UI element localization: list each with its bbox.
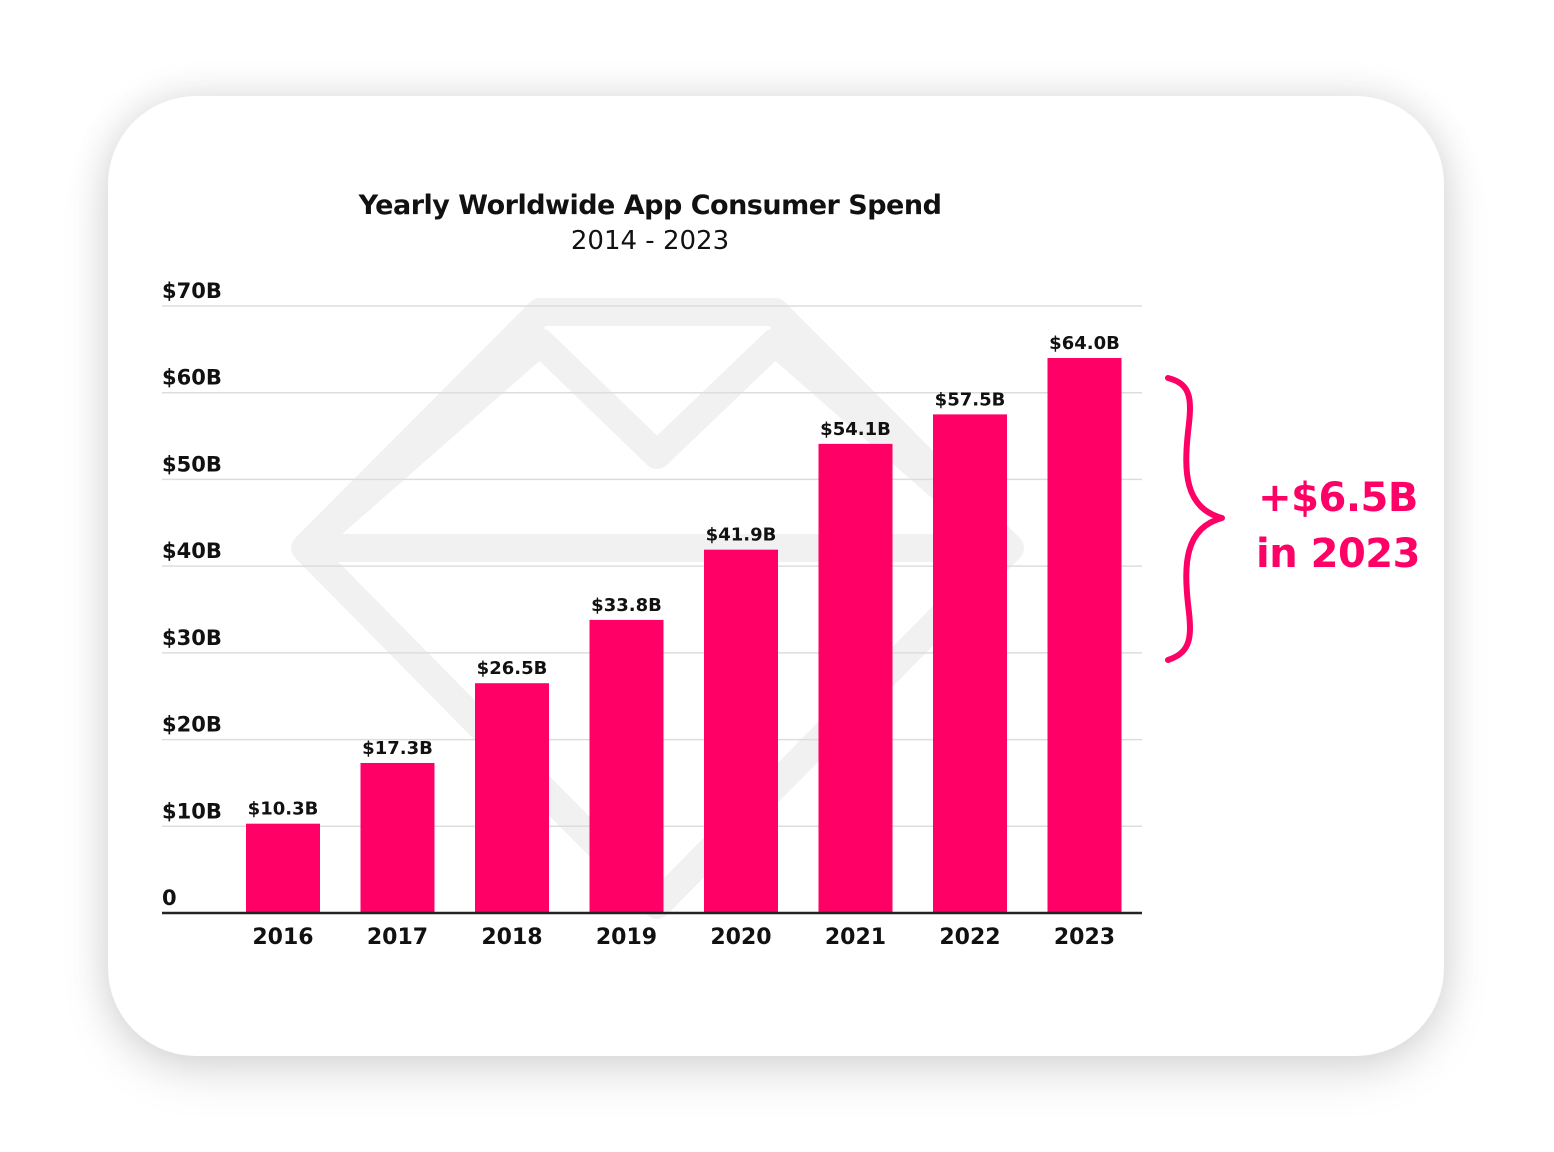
data-label-2017: $17.3B [362,738,433,759]
bar-2016 [246,823,320,913]
y-tick-label: $60B [162,366,222,390]
x-tick-label: 2023 [1054,925,1115,950]
x-tick-label: 2016 [252,925,313,950]
y-tick-label: $50B [162,452,222,476]
growth-callout-amount: +$6.5B [1258,475,1418,521]
growth-callout-year: in 2023 [1256,531,1420,577]
data-label-2021: $54.1B [820,419,891,440]
x-tick-label: 2021 [825,925,886,950]
bar-2022 [933,414,1007,913]
y-tick-label: 0 [162,886,177,910]
data-label-2022: $57.5B [935,389,1006,410]
x-tick-label: 2020 [710,925,771,950]
data-labels: $10.3B $17.3B $26.5B $33.8B $41.9B $54.1B $57.… [248,333,1120,820]
y-tick-label: $20B [162,713,222,737]
chart-title: Yearly Worldwide App Consumer Spend [358,190,942,221]
bar-2018 [475,683,549,913]
data-label-2023: $64.0B [1049,333,1120,354]
x-tick-label: 2018 [481,925,542,950]
bar-2021 [818,443,893,913]
y-tick-label: $10B [162,799,222,823]
data-label-2018: $26.5B [477,658,548,679]
data-label-2020: $41.9B [706,525,777,546]
y-tick-label: $30B [162,626,222,650]
x-tick-label: 2022 [939,925,1000,950]
x-tick-label: 2019 [596,925,657,950]
bar-2017 [360,762,435,913]
curly-brace-icon [1165,375,1225,663]
x-tick-label: 2017 [367,925,428,950]
x-axis-ticks: 2016 2017 2018 2019 2020 2021 2022 2023 [252,925,1115,950]
bars [246,358,1122,913]
data-label-2016: $10.3B [248,799,319,820]
growth-callout: +$6.5B in 2023 [1248,470,1428,582]
y-axis-ticks: 0 $10B $20B $30B $40B $50B $60B $70B [162,279,222,910]
chart-subtitle: 2014 - 2023 [570,226,730,256]
bar-2020 [704,549,778,913]
bar-2019 [589,619,664,913]
bar-2023 [1047,358,1122,913]
y-tick-label: $40B [162,539,222,563]
data-label-2019: $33.8B [591,595,662,616]
y-tick-label: $70B [162,279,222,303]
